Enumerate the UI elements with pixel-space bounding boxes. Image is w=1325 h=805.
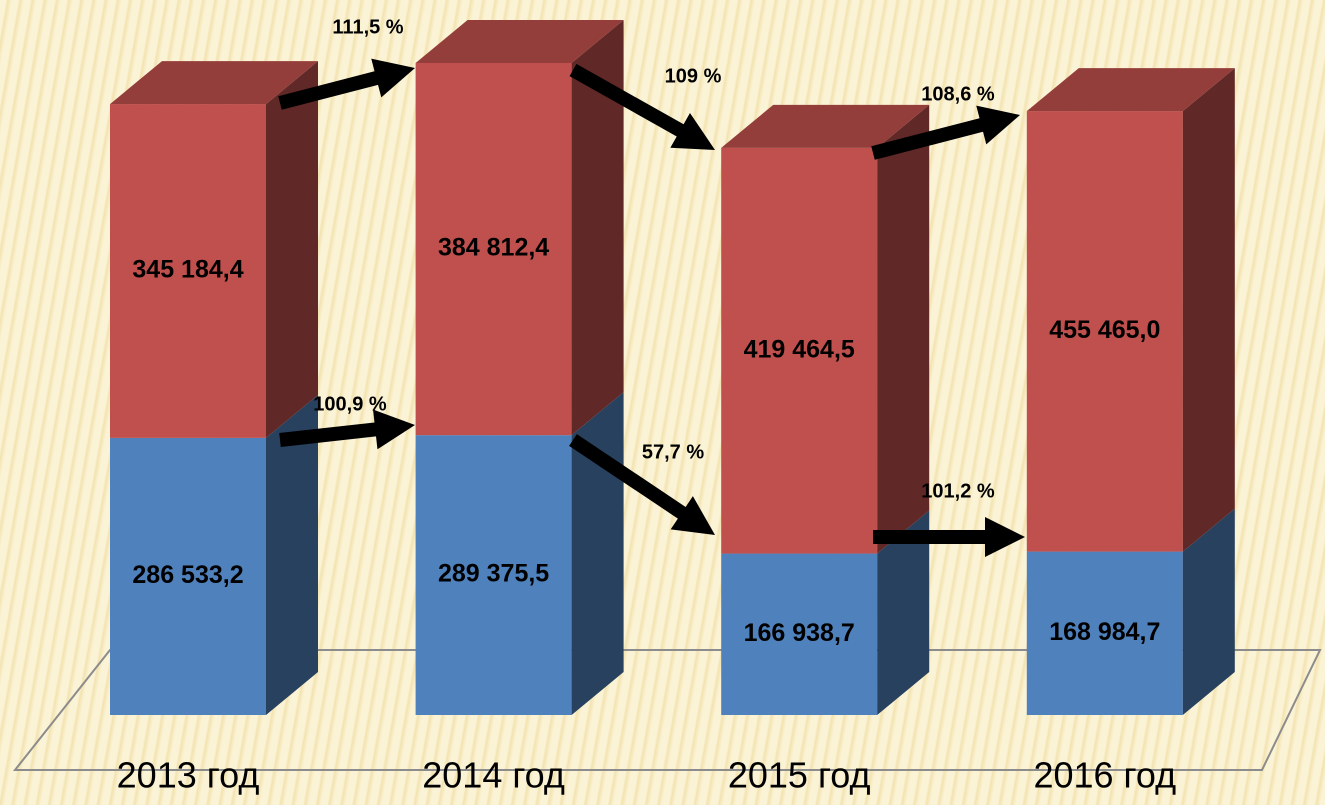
value-label: 455 465,0 [1049, 316, 1160, 344]
bar-segment [110, 394, 318, 715]
x-tick-label: 2013 год [117, 755, 260, 796]
value-label: 384 812,4 [438, 234, 549, 262]
annotation: 57,7 % [642, 441, 704, 463]
arrow [279, 409, 415, 450]
bar-top [415, 20, 624, 63]
x-tick-label: 2014 год [422, 755, 565, 796]
bar-front [110, 104, 266, 438]
bar-segment [415, 392, 624, 715]
bar-segment [110, 61, 318, 438]
floor [12, 649, 1322, 771]
value-label: 419 464,5 [744, 335, 855, 363]
value-label: 286 533,2 [132, 561, 243, 589]
bar-side [1182, 68, 1235, 552]
bar-top [721, 104, 930, 148]
bar-segment [721, 510, 930, 715]
bar-front [110, 437, 266, 715]
bar-side [1182, 508, 1235, 715]
annotation: 100,9 % [313, 393, 387, 415]
bar-top [110, 61, 318, 105]
bar-front [1026, 111, 1183, 552]
arrow [871, 105, 1020, 160]
value-label: 345 184,4 [132, 256, 243, 284]
annotation: 101,2 % [921, 480, 995, 502]
bar-front [415, 435, 572, 715]
bar-side [266, 61, 318, 438]
bar-front [1026, 551, 1183, 715]
x-tick-label: 2016 год [1033, 755, 1176, 796]
bar-front [415, 63, 572, 436]
bar-side [877, 510, 930, 715]
value-label: 166 938,7 [744, 619, 855, 647]
arrow [569, 434, 715, 535]
bar-side [266, 394, 318, 715]
value-label: 168 984,7 [1049, 618, 1160, 646]
value-label: 289 375,5 [438, 560, 549, 588]
annotation: 111,5 % [332, 16, 403, 38]
bar-side [877, 104, 930, 554]
arrow [873, 517, 1025, 557]
bar-front [721, 553, 878, 715]
bar-segment [1026, 508, 1235, 715]
arrow [278, 58, 415, 110]
x-tick-label: 2015 год [728, 755, 871, 796]
bar-segment [721, 104, 930, 554]
bar-top [1026, 68, 1235, 112]
bar-side [571, 20, 624, 436]
bar-segment [1026, 68, 1235, 552]
arrow [569, 63, 715, 150]
annotation: 109 % [665, 65, 722, 87]
annotation: 108,6 % [921, 83, 995, 105]
bar-front [721, 147, 878, 554]
bar-segment [415, 20, 624, 436]
